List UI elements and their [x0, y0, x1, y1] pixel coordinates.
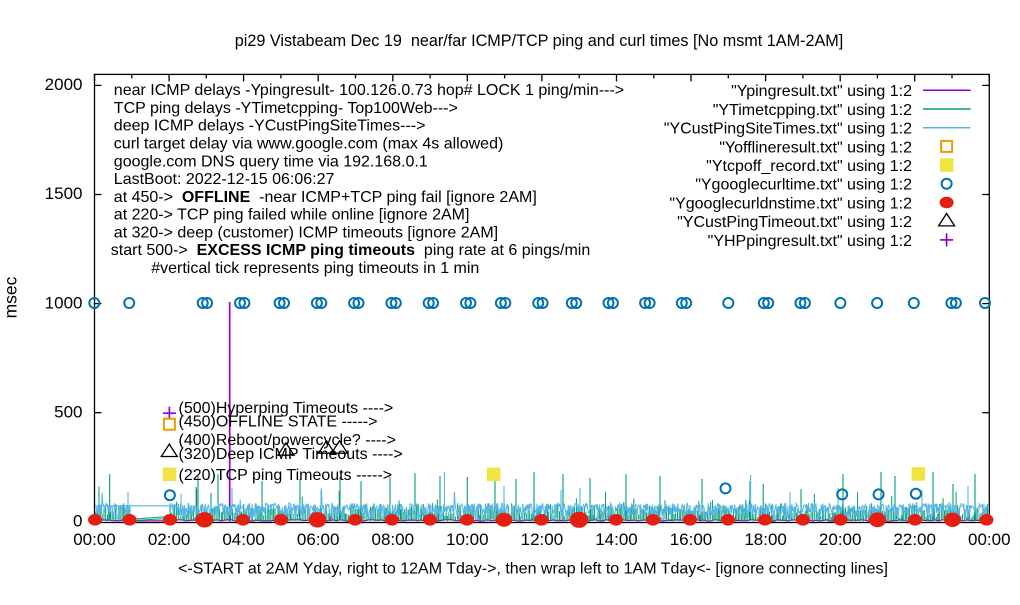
svg-text:500: 500 — [54, 402, 82, 421]
svg-text:16:00: 16:00 — [670, 530, 713, 549]
svg-text:LastBoot: 2022-12-15 06:06:27: LastBoot: 2022-12-15 06:06:27 — [114, 171, 335, 188]
svg-text:0: 0 — [73, 512, 82, 531]
svg-text:(320)Deep ICMP Timeouts ---->: (320)Deep ICMP Timeouts ----> — [179, 446, 403, 463]
svg-text:near ICMP delays -Ypingresult-: near ICMP delays -Ypingresult- 100.126.0… — [114, 82, 624, 99]
svg-text:(220)TCP ping Timeouts ----->: (220)TCP ping Timeouts -----> — [179, 467, 393, 484]
svg-text:"Ygooglecurltime.txt" using 1:: "Ygooglecurltime.txt" using 1:2 — [695, 177, 912, 194]
svg-text:<-START at 2AM Yday, right to: <-START at 2AM Yday, right to 12AM Tday-… — [178, 561, 888, 578]
svg-text:deep ICMP delays -YCustPingSit: deep ICMP delays -YCustPingSiteTimes---> — [114, 118, 426, 135]
svg-text:at 220-> TCP ping failed while: at 220-> TCP ping failed while online [i… — [114, 207, 470, 224]
svg-text:at 320-> deep (customer) ICMP: at 320-> deep (customer) ICMP timeouts [… — [114, 224, 498, 241]
svg-text:2000: 2000 — [45, 75, 83, 94]
svg-text:#vertical tick represents ping: #vertical tick represents ping timeouts … — [151, 260, 479, 277]
svg-text:"Ytcpoff_record.txt" using 1:2: "Ytcpoff_record.txt" using 1:2 — [706, 158, 912, 175]
svg-text:"Yofflineresult.txt" using 1:2: "Yofflineresult.txt" using 1:2 — [719, 139, 912, 156]
svg-text:at 450-> OFFLINE -near ICMP+: at 450-> OFFLINE -near ICMP+TCP ping fai… — [114, 189, 537, 206]
svg-text:pi29 Vistabeam Dec 19 near/fa: pi29 Vistabeam Dec 19 near/far ICMP/TCP … — [235, 32, 843, 50]
svg-text:20:00: 20:00 — [819, 530, 862, 549]
svg-text:10:00: 10:00 — [446, 530, 489, 549]
svg-text:"YTimetcpping.txt" using 1:2: "YTimetcpping.txt" using 1:2 — [713, 102, 912, 119]
svg-text:TCP ping delays -YTimetcpping-: TCP ping delays -YTimetcpping- Top100Web… — [114, 100, 458, 117]
svg-text:"YCustPingTimeout.txt" using 1: "YCustPingTimeout.txt" using 1:2 — [677, 214, 912, 231]
svg-text:(400)Reboot/powercycle? ---->: (400)Reboot/powercycle? ----> — [179, 432, 396, 449]
svg-text:06:00: 06:00 — [297, 530, 340, 549]
svg-text:google.com DNS query time via: google.com DNS query time via 192.168.0.… — [114, 153, 428, 170]
svg-text:(450)OFFLINE STATE ----->: (450)OFFLINE STATE -----> — [179, 414, 378, 431]
svg-text:18:00: 18:00 — [744, 530, 787, 549]
svg-text:1000: 1000 — [45, 293, 83, 312]
svg-text:14:00: 14:00 — [595, 530, 638, 549]
svg-text:"YHPpingresult.txt" using 1:2: "YHPpingresult.txt" using 1:2 — [708, 233, 912, 250]
svg-text:00:00: 00:00 — [73, 530, 116, 549]
svg-text:00:00: 00:00 — [968, 530, 1011, 549]
svg-text:1500: 1500 — [45, 184, 83, 203]
svg-text:curl target delay via www.goog: curl target delay via www.google.com (ma… — [114, 136, 504, 153]
svg-text:msec: msec — [1, 276, 21, 318]
svg-text:"YCustPingSiteTimes.txt" using: "YCustPingSiteTimes.txt" using 1:2 — [664, 121, 912, 138]
svg-text:start 500-> EXCESS ICMP ping: start 500-> EXCESS ICMP ping timeouts pi… — [111, 242, 590, 259]
svg-text:(500)Hyperping Timeouts ---->: (500)Hyperping Timeouts ----> — [179, 400, 394, 417]
svg-text:"Ygooglecurldnstime.txt" using: "Ygooglecurldnstime.txt" using 1:2 — [669, 195, 912, 212]
svg-text:08:00: 08:00 — [372, 530, 415, 549]
svg-text:04:00: 04:00 — [222, 530, 265, 549]
svg-text:"Ypingresult.txt" using 1:2: "Ypingresult.txt" using 1:2 — [731, 83, 912, 100]
svg-text:22:00: 22:00 — [893, 530, 936, 549]
svg-text:02:00: 02:00 — [148, 530, 191, 549]
svg-text:12:00: 12:00 — [521, 530, 564, 549]
